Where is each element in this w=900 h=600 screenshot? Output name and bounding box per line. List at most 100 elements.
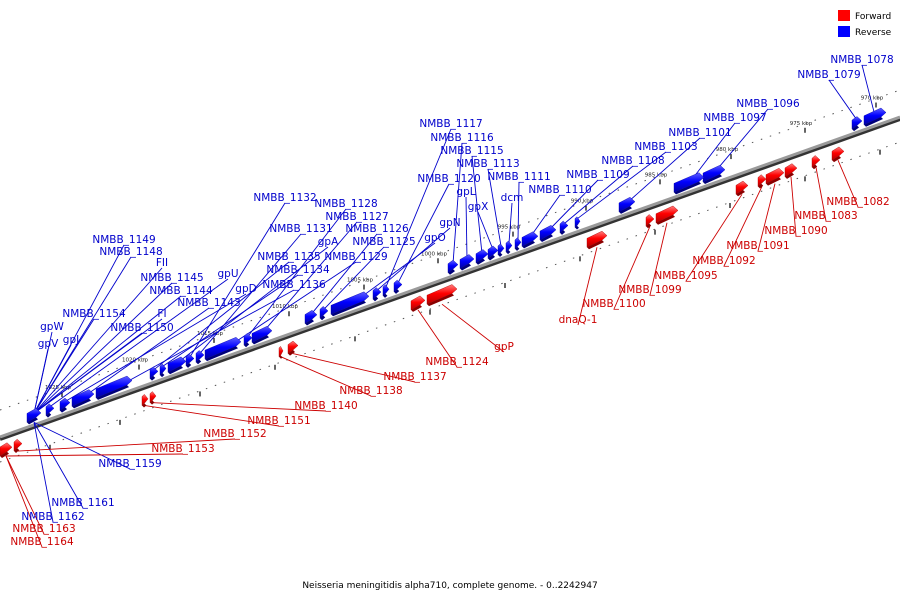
gene-label[interactable]: NMBB_1091 [726, 240, 789, 252]
gene-shadow [373, 296, 379, 302]
gene-label[interactable]: gpO [424, 232, 446, 244]
gene-label[interactable]: NMBB_1082 [826, 196, 889, 208]
gene-label[interactable]: FII [156, 257, 168, 269]
gene-label[interactable]: NMBB_1127 [325, 211, 388, 223]
gene-shadow [646, 223, 652, 229]
gene-label[interactable]: NMBB_1126 [345, 223, 409, 235]
gene-label[interactable]: NMBB_1103 [634, 141, 697, 153]
reverse-gene-arrow [702, 164, 726, 183]
gene-label[interactable]: NMBB_1128 [314, 198, 377, 210]
gene-label[interactable]: NMBB_1125 [352, 236, 415, 248]
reverse-gene-arrow [251, 326, 273, 343]
gene-label[interactable]: NMBB_1120 [417, 173, 480, 185]
gene-label[interactable]: gpD [235, 283, 256, 295]
gene-label[interactable]: NMBB_1097 [703, 112, 766, 124]
leader-line [477, 211, 494, 250]
gene-label[interactable]: NMBB_1100 [582, 298, 645, 310]
leader-line [247, 208, 347, 337]
reverse-gene-arrow [863, 107, 887, 126]
gene-shadow [736, 190, 745, 197]
gene-label[interactable]: NMBB_1164 [10, 536, 74, 548]
gene-label[interactable]: NMBB_1149 [92, 234, 155, 246]
gene-label[interactable]: NMBB_1132 [253, 192, 316, 204]
gene-shadow [142, 403, 147, 408]
gene-label[interactable]: NMBB_1079 [797, 69, 860, 81]
gene-label[interactable]: dcm [501, 192, 524, 204]
gene-shadow [448, 269, 455, 275]
leader-line [5, 455, 43, 548]
gene-label[interactable]: NMBB_1134 [266, 264, 330, 276]
gene-label[interactable]: NMBB_1111 [487, 171, 550, 183]
gene-label[interactable]: NMBB_1143 [177, 297, 240, 309]
gene-label[interactable]: NMBB_1152 [203, 428, 266, 440]
gene-label[interactable]: gpP [494, 341, 514, 353]
leader-line [563, 165, 634, 225]
leader-line [713, 108, 769, 174]
gene-label[interactable]: NMBB_1153 [151, 443, 214, 455]
gene-label[interactable]: NMBB_1096 [736, 98, 800, 110]
gene-label[interactable]: NMBB_1136 [262, 279, 326, 291]
gene-label[interactable]: NMBB_1154 [62, 308, 126, 320]
reverse-gene-arrow [59, 397, 71, 412]
gene-shadow [279, 355, 283, 359]
reverse-gene-arrow [393, 279, 403, 293]
gene-shadow [515, 246, 520, 251]
gene-label[interactable]: gpU [217, 268, 238, 280]
gene-label[interactable]: NMBB_1083 [794, 210, 857, 222]
gene-label[interactable]: NMBB_1163 [12, 523, 75, 535]
gene-label[interactable]: dnaQ-1 [559, 314, 598, 326]
reverse-gene-arrow [475, 249, 489, 264]
gene-label[interactable]: NMBB_1144 [149, 285, 213, 297]
legend-reverse-label: Reverse [855, 28, 892, 38]
gene-shadow [864, 116, 883, 127]
gene-label[interactable]: NMBB_1124 [425, 356, 489, 368]
gene-label[interactable]: gpN [439, 217, 460, 229]
gene-label[interactable]: gpA [318, 236, 339, 248]
gene-label[interactable]: NMBB_1159 [98, 458, 161, 470]
gene-label[interactable]: NMBB_1113 [456, 158, 519, 170]
reverse-gene-arrow [26, 408, 42, 423]
gene-label[interactable]: NMBB_1161 [51, 497, 114, 509]
gene-label[interactable]: NMBB_1108 [601, 155, 664, 167]
gene-shadow [852, 125, 859, 132]
gene-label[interactable]: NMBB_1095 [654, 270, 717, 282]
gene-label[interactable]: NMBB_1109 [566, 169, 629, 181]
gene-label[interactable]: NMBB_1092 [692, 255, 755, 267]
gene-label[interactable]: NMBB_1138 [339, 385, 402, 397]
gene-label[interactable]: NMBB_1150 [110, 322, 173, 334]
gene-label[interactable]: FI [157, 308, 166, 320]
gene-label[interactable]: NMBB_1131 [269, 223, 332, 235]
gene-label[interactable]: NMBB_1140 [294, 400, 357, 412]
leader-line [310, 233, 378, 315]
gene-label[interactable]: gpL [456, 186, 475, 198]
gene-label[interactable]: NMBB_1090 [764, 225, 827, 237]
gene-shadow [244, 342, 250, 348]
gene-label[interactable]: gpW [40, 321, 64, 333]
gene-label[interactable]: NMBB_1116 [430, 132, 494, 144]
gene-label[interactable]: NMBB_1078 [830, 54, 893, 66]
gene-label[interactable]: NMBB_1099 [618, 284, 681, 296]
gene-shadow [674, 181, 701, 195]
reverse-gene-arrow [673, 172, 705, 193]
gene-label[interactable]: gpX [468, 201, 489, 213]
gene-label[interactable]: NMBB_1115 [440, 145, 503, 157]
gene-label[interactable]: NMBB_1101 [668, 127, 731, 139]
gene-label[interactable]: gpV [38, 338, 59, 350]
gene-label[interactable]: NMBB_1151 [247, 415, 310, 427]
gene-label[interactable]: NMBB_1162 [21, 511, 84, 523]
gene-label[interactable]: NMBB_1117 [419, 118, 482, 130]
reverse-gene-arrow [559, 220, 569, 234]
reverse-gene-arrow [372, 287, 382, 300]
gene-label[interactable]: NMBB_1135 [257, 251, 320, 263]
gene-shadow [305, 319, 314, 326]
legend-forward-swatch [838, 10, 850, 21]
reverse-gene-arrow [447, 259, 459, 274]
gene-label[interactable]: NMBB_1148 [99, 246, 162, 258]
leader-line [790, 176, 797, 237]
gene-label[interactable]: NMBB_1137 [383, 371, 446, 383]
gene-label[interactable]: NMBB_1110 [528, 184, 591, 196]
leader-line [471, 155, 483, 254]
gene-label[interactable]: NMBB_1145 [140, 272, 203, 284]
gene-label[interactable]: gpJ [63, 334, 79, 346]
gene-label[interactable]: NMBB_1129 [324, 251, 387, 263]
